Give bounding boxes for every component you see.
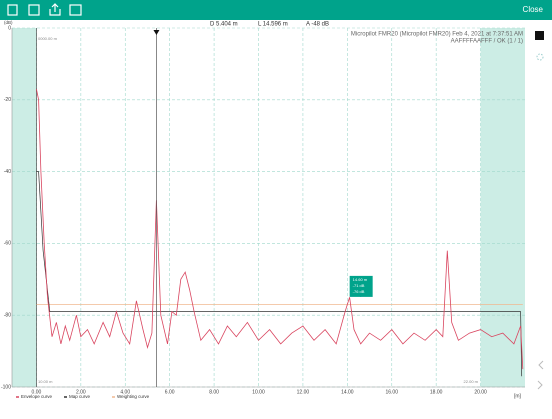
nav-arrows[interactable]: [537, 360, 544, 390]
x-tick-label: 12.00: [297, 389, 310, 395]
toolbar-icons: [7, 3, 82, 16]
menu-icon[interactable]: [7, 4, 18, 16]
marker-text: -71 dB: [353, 283, 365, 288]
device-info: Micropilot FMR20 (Micropilot FMR20) Feb …: [351, 32, 523, 38]
x-tick-label: 2.00: [76, 389, 86, 395]
y-tick-label: -60: [4, 241, 11, 247]
legend-entry: Envelope curve: [21, 394, 53, 399]
x-axis-label: [m]: [514, 393, 522, 399]
stop-icon[interactable]: [535, 31, 544, 40]
marker-text: 14.60 m: [353, 277, 368, 282]
y-axis-label: (dB): [4, 20, 13, 25]
x-tick-label: 6.00: [165, 389, 175, 395]
x-tick-label: 18.00: [430, 389, 443, 395]
x-tick-label: 4.00: [120, 389, 130, 395]
shaded-range: [12, 28, 37, 387]
cursor-handle: [153, 30, 160, 35]
cursor-amplitude: A -48 dB: [306, 22, 329, 28]
x-tick-label: 14.00: [341, 389, 354, 395]
shaded-range: [480, 28, 525, 387]
range-label: 10.00 m: [38, 379, 53, 384]
cursor-distance: D 5.404 m: [210, 22, 238, 28]
cursor-level: L 14.596 m: [258, 22, 288, 28]
spinner: [536, 53, 544, 61]
y-tick-label: -40: [4, 169, 11, 175]
range-label: 0000.00 m: [38, 36, 58, 41]
zoom-icon[interactable]: [28, 4, 40, 16]
data-line: [36, 88, 524, 370]
plot: 0 -20 -40 -60 -80 -100 0.00 2.00 4.00 6.00 8.00 10.…: [1, 20, 525, 399]
legend-entry: Weighting curve: [117, 394, 150, 399]
toolbar: [0, 0, 552, 20]
x-tick-label: 8.00: [209, 389, 219, 395]
legend-entry: Map curve: [69, 394, 91, 399]
x-tick-label: 16.00: [385, 389, 398, 395]
y-tick-label: -100: [1, 384, 11, 390]
x-tick-label: 0.00: [32, 389, 42, 395]
y-tick-label: 0: [8, 25, 11, 31]
marker-box: [349, 275, 373, 297]
marker-text: -76 dB: [353, 289, 365, 294]
device-status: AAFFFFAAFFF / OK (1 / 1): [451, 39, 523, 45]
y-tick-label: -20: [4, 97, 11, 103]
range-label: 22.00 m: [464, 379, 479, 384]
chart-icon[interactable]: [69, 4, 82, 16]
close-button[interactable]: Close: [523, 5, 544, 14]
share-icon[interactable]: [49, 3, 61, 16]
x-tick-label: 10.00: [252, 389, 265, 395]
y-tick-label: -80: [4, 313, 11, 319]
x-tick-label: 20.00: [474, 389, 487, 395]
